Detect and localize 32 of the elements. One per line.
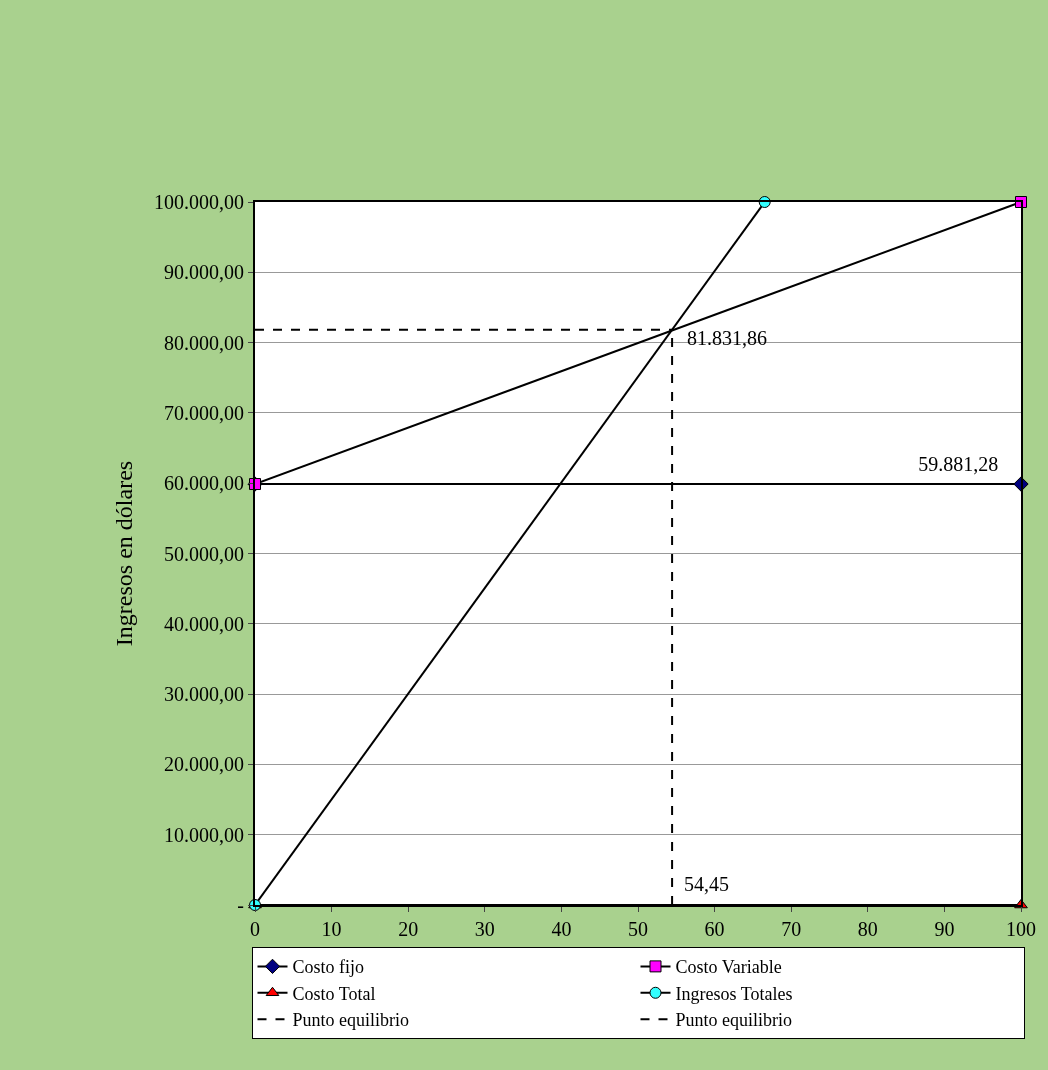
x-tick-label: 0 — [250, 918, 260, 940]
annotation: 54,45 — [684, 873, 729, 895]
y-tick-label: 20.000,00 — [164, 753, 244, 776]
y-tick-label: 100.000,00 — [154, 191, 244, 213]
x-tick-label: 90 — [934, 918, 955, 940]
y-tick-label: 70.000,00 — [164, 401, 244, 424]
x-tick-label: 100 — [1006, 918, 1036, 940]
x-tick-label: 10 — [321, 918, 342, 940]
y-axis-title: Ingresos en dólares — [110, 460, 137, 647]
x-tick-label: 40 — [551, 918, 572, 940]
x-tick-label: 80 — [857, 918, 878, 940]
x-tick-label: 70 — [781, 918, 802, 940]
legend-label: Punto equilibrio — [292, 1010, 409, 1031]
y-tick-label: - — [237, 894, 244, 916]
y-tick-label: 60.000,00 — [164, 472, 244, 495]
legend-label: Costo Total — [292, 983, 376, 1004]
x-tick-label: 60 — [704, 918, 725, 940]
x-tick-label: 30 — [474, 918, 495, 940]
y-tick-label: 40.000,00 — [164, 612, 244, 635]
y-tick-label: 50.000,00 — [164, 542, 244, 565]
y-tick-label: 10.000,00 — [164, 823, 244, 846]
y-tick-label: 80.000,00 — [164, 331, 244, 354]
x-tick-label: 50 — [628, 918, 648, 940]
data-label: 59.881,28 — [903, 453, 1014, 476]
y-tick-label: 30.000,00 — [164, 683, 244, 706]
legend-label: Punto equilibrio — [675, 1010, 792, 1031]
data-label: 81.831,86 — [672, 326, 783, 349]
legend-label: Ingresos Totales — [675, 983, 793, 1004]
legend-label: Costo Variable — [675, 957, 782, 978]
y-tick-label: 90.000,00 — [164, 261, 244, 284]
x-tick-label: 20 — [398, 918, 419, 940]
legend-label: Costo fijo — [292, 957, 365, 978]
